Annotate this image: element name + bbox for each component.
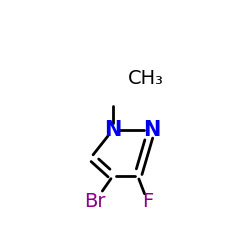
Text: Br: Br: [84, 192, 106, 211]
Text: F: F: [142, 192, 153, 211]
Text: N: N: [143, 120, 160, 140]
Text: CH₃: CH₃: [128, 68, 164, 88]
Text: N: N: [104, 120, 121, 140]
